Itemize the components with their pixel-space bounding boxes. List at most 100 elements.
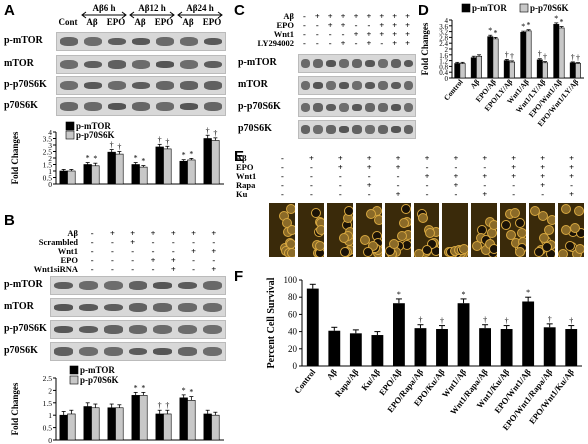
bar — [211, 140, 220, 185]
condition-label: Scrambled — [38, 237, 78, 247]
blot-band — [83, 82, 103, 89]
blot-row — [56, 32, 226, 51]
cell-dot — [570, 223, 581, 234]
blot-band — [103, 325, 123, 334]
condition-mark: + — [327, 11, 333, 21]
blot-band — [128, 347, 148, 356]
condition-mark: + — [482, 153, 488, 163]
legend-swatch — [461, 3, 471, 13]
legend-swatch — [65, 130, 75, 140]
significance-mark: * — [526, 288, 530, 297]
condition-mark: - — [512, 189, 516, 199]
cell-dot — [367, 241, 378, 252]
condition-label: Wnt1 — [236, 171, 257, 181]
cell-dot — [388, 238, 399, 249]
bar — [520, 32, 527, 79]
condition-mark: + — [424, 153, 430, 163]
condition-label: Ku — [236, 189, 248, 199]
cell-dot — [459, 243, 469, 254]
blot-band — [364, 60, 375, 67]
significance-mark: * — [397, 290, 401, 299]
condition-mark: - — [212, 255, 216, 265]
blot-band — [313, 82, 324, 89]
condition-mark: - — [111, 264, 114, 274]
condition-mark: - — [281, 171, 284, 181]
blot-band — [107, 60, 127, 69]
condition-mark: - — [90, 264, 94, 274]
y-tick-label: 0 — [293, 361, 298, 371]
bar — [139, 166, 148, 185]
condition-mark: - — [111, 255, 114, 265]
condition-mark: - — [309, 189, 313, 199]
blot-band — [78, 325, 98, 334]
blot-band — [179, 81, 199, 90]
bar — [91, 407, 100, 441]
condition-mark: + — [453, 180, 459, 190]
significance-mark: † — [418, 316, 422, 325]
micrograph — [442, 203, 469, 257]
y-tick-label: 100 — [284, 275, 298, 285]
blot-band — [59, 37, 79, 46]
bar — [542, 62, 548, 79]
cell-dot — [422, 245, 433, 256]
condition-mark: + — [405, 38, 410, 48]
row-label: p-mTOR — [238, 57, 277, 68]
bar — [470, 57, 477, 79]
blot-band — [179, 103, 199, 110]
blot-band — [364, 124, 375, 135]
blot-band — [339, 58, 349, 69]
condition-mark: - — [281, 162, 284, 172]
cell-dot — [425, 227, 436, 238]
cell-dot — [510, 207, 521, 218]
bar — [59, 414, 68, 441]
significance-mark: † — [483, 316, 487, 325]
condition-mark: + — [405, 20, 410, 30]
condition-mark: - — [380, 38, 384, 48]
row-label: p70S6K — [4, 100, 38, 111]
cell-dot — [399, 218, 410, 229]
blot-band — [300, 80, 311, 91]
condition-mark: + — [511, 171, 517, 181]
blot-band — [107, 37, 127, 46]
y-tick-label: 0 — [48, 436, 52, 444]
blot-band — [53, 347, 73, 356]
blot-band — [153, 282, 173, 289]
condition-label: LY294002 — [257, 38, 294, 48]
bar — [67, 170, 76, 185]
y-tick-label: 0.4 — [439, 69, 448, 77]
significance-mark: * — [494, 28, 498, 37]
blot-band — [83, 36, 103, 47]
cell-dot — [310, 207, 321, 218]
blot-band — [53, 326, 73, 333]
cell-dot — [533, 246, 544, 257]
condition-mark: - — [396, 171, 400, 181]
condition-mark: + — [130, 228, 136, 238]
condition-mark: + — [110, 228, 115, 238]
lane-label: EPO — [154, 17, 174, 27]
blot-band — [203, 60, 223, 69]
cell-dot — [542, 242, 553, 253]
blot-row — [50, 298, 226, 317]
condition-mark: - — [192, 264, 195, 274]
blot-band — [203, 302, 223, 313]
y-tick-label: 2.5 — [43, 148, 53, 157]
bar — [59, 170, 68, 185]
x-tick-label: Rapa/Aβ — [333, 367, 361, 399]
significance-mark: * — [134, 154, 138, 163]
significance-mark: * — [189, 388, 193, 397]
condition-mark: - — [309, 171, 313, 181]
blot-band — [131, 102, 151, 111]
cell-dot — [427, 238, 438, 249]
blot-band — [53, 304, 73, 311]
condition-mark: - — [281, 180, 284, 190]
bar — [454, 63, 461, 79]
lane-label: Aβ — [134, 17, 146, 27]
condition-mark: + — [130, 237, 136, 247]
condition-mark: - — [90, 237, 94, 247]
y-tick-label: 2 — [445, 46, 449, 54]
condition-mark: - — [315, 20, 319, 30]
cell-dot — [344, 205, 353, 216]
bar — [522, 301, 535, 366]
significance-mark: * — [560, 18, 564, 27]
bar — [543, 327, 556, 366]
